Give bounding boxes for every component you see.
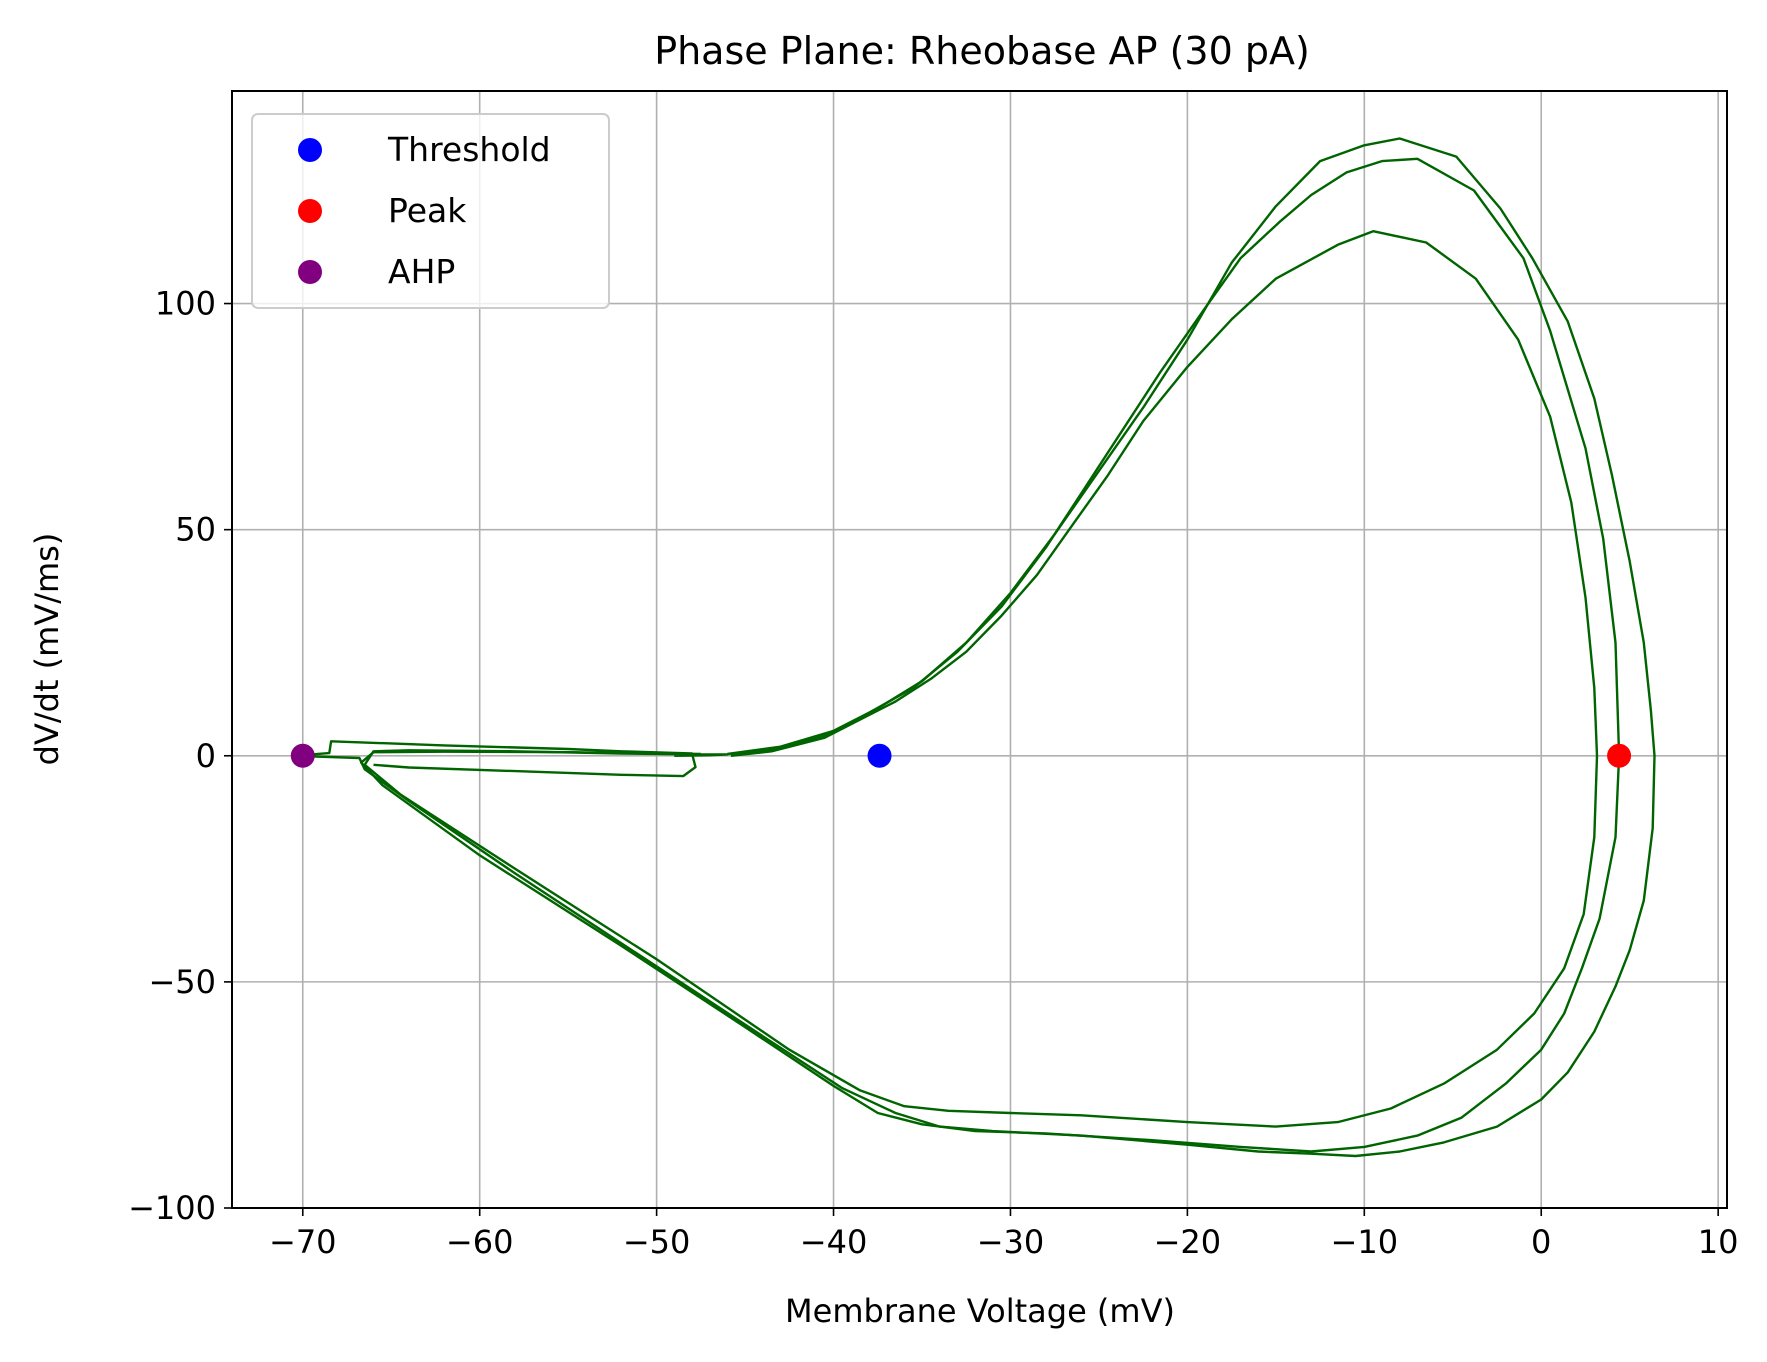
x-tick-label: −10	[1331, 1223, 1399, 1261]
legend-threshold-label: Threshold	[387, 130, 551, 169]
x-axis-label: Membrane Voltage (mV)	[785, 1292, 1175, 1330]
x-tick-label: 10	[1698, 1223, 1739, 1261]
y-tick-label: 100	[155, 285, 216, 323]
phase-trajectory-1	[363, 229, 1599, 1128]
x-tick-label: −70	[269, 1223, 337, 1261]
legend-peak-label: Peak	[388, 191, 467, 230]
legend-threshold-swatch	[298, 138, 322, 162]
phase-trajectory-2	[360, 157, 1621, 1153]
legend-peak-swatch	[298, 199, 322, 223]
x-tick-label: 0	[1531, 1223, 1551, 1261]
x-tick-label: −20	[1154, 1223, 1222, 1261]
x-tick-label: −60	[446, 1223, 514, 1261]
y-tick-label: 0	[196, 737, 216, 775]
x-tick-label: −50	[623, 1223, 691, 1261]
plot-frame	[231, 90, 1728, 1209]
y-tick-label: −50	[148, 963, 216, 1001]
ahp-marker	[290, 743, 315, 768]
x-tick-label: −40	[800, 1223, 868, 1261]
chart-title: Phase Plane: Rheobase AP (30 pA)	[654, 29, 1310, 73]
y-axis-label: dV/dt (mV/ms)	[28, 533, 66, 766]
legend: Threshold Peak AHP	[251, 113, 610, 309]
threshold-marker	[867, 743, 892, 768]
x-tick-label: −30	[977, 1223, 1045, 1261]
legend-ahp-swatch	[298, 260, 322, 284]
legend-box	[251, 113, 610, 309]
peak-marker	[1607, 743, 1632, 768]
phase-trajectory-3	[292, 137, 1656, 1158]
series-layer	[292, 137, 1656, 1158]
marker-layer	[290, 743, 1632, 768]
legend-ahp-label: AHP	[388, 252, 455, 291]
y-tick-label: 50	[175, 511, 216, 549]
y-tick-label: −100	[128, 1189, 216, 1227]
